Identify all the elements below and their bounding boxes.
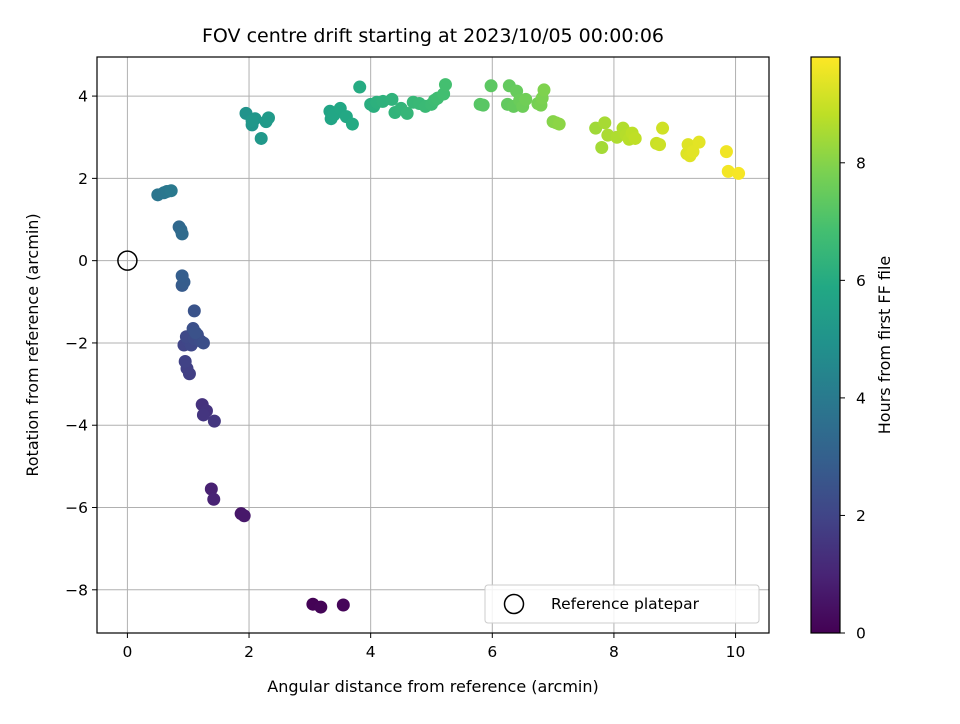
colorbar <box>810 56 841 634</box>
scatter-point <box>552 117 566 131</box>
legend-box <box>484 584 760 624</box>
reference-marker <box>117 250 138 271</box>
scatter-point <box>345 117 359 131</box>
plot-frame <box>96 56 770 634</box>
colorbar-tick-label: 0 <box>856 625 866 643</box>
colorbar-tick-label: 4 <box>856 389 866 407</box>
y-axis-ticks: −8 −6 −4 −2 0 2 4 <box>65 88 97 599</box>
scatter-point <box>254 131 268 145</box>
y-tick-label: −2 <box>65 334 88 352</box>
colorbar-ticks: 0 2 4 6 8 <box>840 154 866 643</box>
scatter-point <box>261 111 275 125</box>
scatter-point <box>385 92 399 106</box>
legend-marker <box>503 593 525 615</box>
scatter-point <box>187 304 201 318</box>
scatter-point <box>721 164 735 178</box>
x-axis-ticks: 0 2 4 6 8 10 <box>122 633 745 661</box>
x-tick-label: 4 <box>366 643 376 661</box>
y-tick-label: 0 <box>78 252 88 270</box>
scatter-point <box>476 98 490 112</box>
scatter-point <box>175 227 189 241</box>
scatter-point <box>438 78 452 92</box>
scatter-point <box>196 408 210 422</box>
colorbar-tick-label: 2 <box>856 507 866 525</box>
scatter-point <box>353 80 367 94</box>
x-tick-label: 6 <box>487 643 497 661</box>
scatter-point <box>484 79 498 93</box>
scatter-point <box>598 116 612 130</box>
scatter-point <box>732 166 746 180</box>
scatter-point <box>207 414 221 428</box>
y-tick-label: −4 <box>65 417 88 435</box>
scatter-point <box>519 92 533 106</box>
y-tick-label: 2 <box>78 170 88 188</box>
colorbar-label: Hours from first FF file <box>875 256 894 435</box>
scatter-point <box>400 106 414 120</box>
colorbar-tick-label: 6 <box>856 272 866 290</box>
scatter-point <box>692 135 706 149</box>
scatter-point <box>196 336 210 350</box>
scatter-point <box>189 326 203 340</box>
legend-label: Reference platepar <box>551 595 700 613</box>
chart-title: FOV centre drift starting at 2023/10/05 … <box>202 25 664 47</box>
scatter-point <box>653 138 667 152</box>
scatter-point <box>656 121 670 135</box>
x-tick-label: 0 <box>122 643 132 661</box>
scatter-point <box>237 509 251 523</box>
scatter-point <box>245 114 259 128</box>
scatter-point <box>686 145 700 159</box>
legend: Reference platepar <box>484 584 760 624</box>
scatter-points <box>151 78 746 614</box>
scatter-point <box>628 131 642 145</box>
scatter-point <box>314 600 328 614</box>
colorbar-tick-label: 8 <box>856 154 866 172</box>
x-tick-label: 10 <box>726 643 746 661</box>
scatter-point <box>204 482 218 496</box>
scatter-point <box>175 269 189 283</box>
y-tick-label: 4 <box>78 88 88 106</box>
y-axis-label: Rotation from reference (arcmin) <box>23 213 42 476</box>
scatter-point <box>719 145 733 159</box>
x-axis-label: Angular distance from reference (arcmin) <box>267 677 598 696</box>
scatter-point <box>336 598 350 612</box>
y-tick-label: −6 <box>65 499 88 517</box>
scatter-point <box>537 83 551 97</box>
scatter-point <box>178 354 192 368</box>
scatter-point <box>595 141 609 155</box>
scatter-point <box>164 184 178 198</box>
scatter-point <box>207 492 221 506</box>
y-tick-label: −8 <box>65 581 88 599</box>
x-tick-label: 8 <box>609 643 619 661</box>
x-tick-label: 2 <box>244 643 254 661</box>
